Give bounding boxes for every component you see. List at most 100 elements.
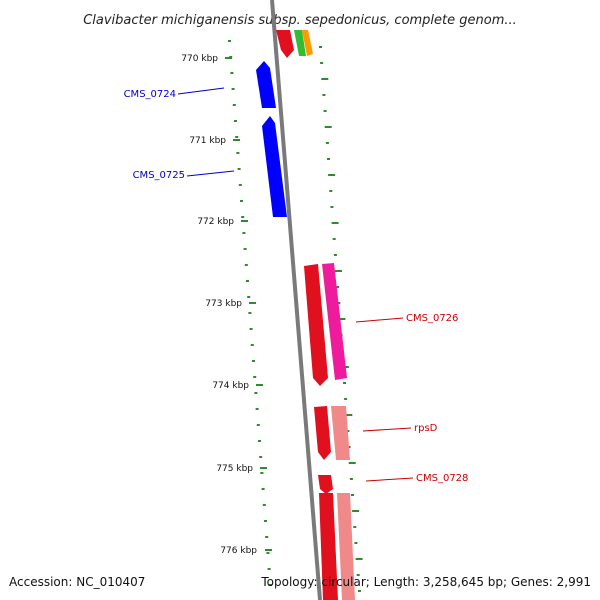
- gc-dash: [355, 558, 363, 560]
- gc-dash: [260, 472, 264, 474]
- tick-771: 771 kbp: [189, 136, 240, 146]
- accession-text: Accession: NC_010407: [9, 575, 145, 589]
- gc-dash: [231, 88, 235, 90]
- gene-cms-0726-product: [322, 263, 347, 380]
- tick-label-774: 774 kbp: [212, 381, 249, 391]
- gc-dash: [330, 206, 334, 208]
- gc-dash: [232, 104, 236, 106]
- gene-label-cms-0728[interactable]: CMS_0728: [416, 473, 468, 484]
- tick-773: 773 kbp: [205, 299, 256, 309]
- gc-dash: [242, 232, 246, 234]
- gc-dash: [328, 174, 336, 176]
- gc-dash: [247, 296, 251, 298]
- tick-772: 772 kbp: [197, 217, 248, 227]
- label-rpsd[interactable]: rpsD: [362, 423, 438, 434]
- gc-dash: [255, 408, 259, 410]
- gc-dash: [249, 328, 253, 330]
- gc-dash: [266, 552, 270, 554]
- gc-dash: [241, 216, 245, 218]
- gc-dash: [332, 238, 336, 240]
- gc-dash: [348, 462, 356, 464]
- tick-label-770: 770 kbp: [181, 54, 218, 64]
- gc-dash: [349, 478, 353, 480]
- gc-dash: [238, 184, 242, 186]
- gc-dash: [250, 344, 254, 346]
- gc-dash: [354, 542, 358, 544]
- gene-label-cms-0724[interactable]: CMS_0724: [124, 89, 176, 100]
- gc-dash: [356, 574, 360, 576]
- gc-skew-right-track: [319, 46, 363, 592]
- tick-label-773: 773 kbp: [205, 299, 242, 309]
- gc-dash: [253, 376, 257, 378]
- gc-dash: [327, 158, 330, 160]
- gc-dash: [235, 136, 239, 138]
- gc-dash: [325, 142, 329, 144]
- gc-dash: [230, 72, 234, 74]
- tick-label-771: 771 kbp: [189, 136, 226, 146]
- gc-skew-left-track: [228, 40, 272, 586]
- genome-backbone: [270, 0, 322, 600]
- gene-label-rpsd[interactable]: rpsD: [414, 423, 438, 434]
- gc-dash: [258, 440, 261, 442]
- gene-cms-0726: [304, 264, 328, 386]
- tick-label-772: 772 kbp: [197, 217, 234, 227]
- gc-dash: [357, 590, 361, 592]
- genome-summary-text: Topology: circular; Length: 3,258,645 bp…: [260, 575, 591, 589]
- map-title: Clavibacter michiganensis subsp. sepedon…: [83, 13, 517, 28]
- gene-cms-0728: [318, 475, 333, 494]
- gc-dash: [268, 584, 272, 586]
- gc-dash: [228, 40, 231, 42]
- gc-dash: [353, 526, 357, 528]
- tick-775: 775 kbp: [216, 464, 267, 474]
- gc-dash: [261, 488, 265, 490]
- gc-dash: [319, 46, 322, 48]
- gene-cms-0724: [256, 61, 276, 108]
- gc-dash: [240, 200, 243, 202]
- gene-cms-0725: [262, 116, 287, 217]
- gene-bottom-pink: [337, 493, 355, 600]
- gc-dash: [346, 430, 350, 432]
- gc-dash: [333, 254, 337, 256]
- gene-label-cms-0725[interactable]: CMS_0725: [133, 170, 185, 181]
- gene-top-red: [276, 30, 294, 58]
- gc-dash: [329, 190, 333, 192]
- gc-dash: [262, 504, 266, 506]
- gene-bottom-red: [319, 493, 338, 600]
- gc-dash: [320, 62, 324, 64]
- gc-dash: [254, 392, 258, 394]
- gene-rpsd: [314, 406, 331, 460]
- label-cms-0728[interactable]: CMS_0728: [365, 473, 468, 484]
- gc-dash: [351, 494, 354, 496]
- gc-dash: [352, 510, 360, 512]
- gc-dash: [331, 222, 339, 224]
- tick-label-775: 775 kbp: [216, 464, 253, 474]
- gc-dash: [336, 286, 340, 288]
- tick-774: 774 kbp: [212, 381, 263, 391]
- tick-label-776: 776 kbp: [220, 546, 257, 556]
- gc-dash: [234, 120, 237, 122]
- gc-dash: [267, 568, 271, 570]
- label-cms-0724[interactable]: CMS_0724: [124, 87, 225, 100]
- tick-770: 770 kbp: [181, 54, 232, 64]
- gc-dash: [236, 152, 240, 154]
- label-cms-0726[interactable]: CMS_0726: [355, 313, 458, 324]
- gene-top-green: [294, 30, 306, 56]
- label-cms-0725[interactable]: CMS_0725: [133, 170, 235, 181]
- gene-rpsd-product: [331, 406, 350, 460]
- gc-dash: [338, 318, 346, 320]
- gc-dash: [264, 520, 267, 522]
- gene-label-cms-0726[interactable]: CMS_0726: [406, 313, 458, 324]
- gc-dash: [322, 94, 326, 96]
- gc-dash: [259, 456, 263, 458]
- gc-dash: [321, 78, 329, 80]
- gc-dash: [324, 126, 332, 128]
- gc-dash: [347, 446, 351, 448]
- gc-dash: [248, 312, 252, 314]
- gc-dash: [244, 264, 248, 266]
- gc-dash: [343, 382, 346, 384]
- gc-dash: [237, 168, 241, 170]
- gc-dash: [335, 270, 342, 272]
- gc-dash: [246, 280, 249, 282]
- gene-top-orange: [302, 30, 313, 56]
